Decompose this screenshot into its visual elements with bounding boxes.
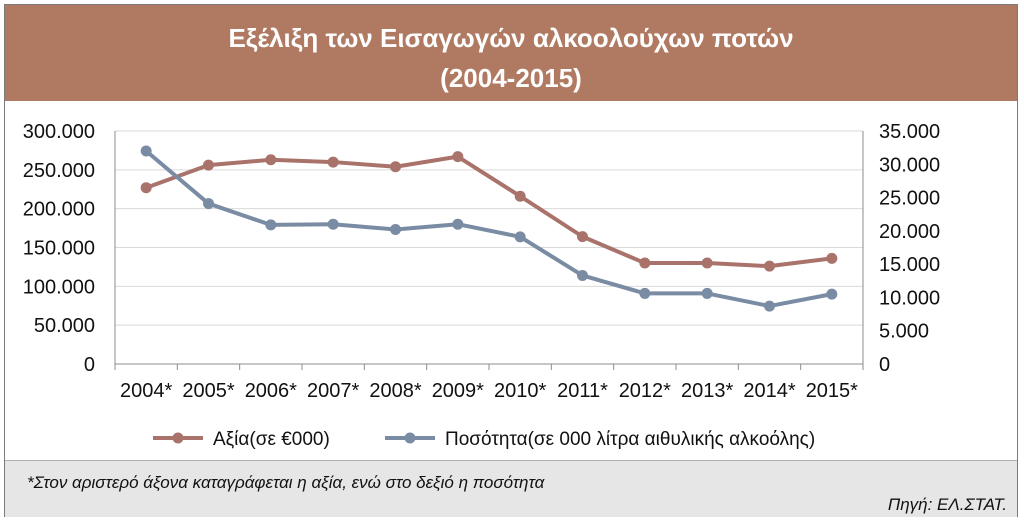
data-point-quantity xyxy=(265,219,277,231)
series-line-quantity xyxy=(144,149,833,309)
data-point-quantity xyxy=(140,145,152,157)
line-chart: 0 50.000 100.000 150.000 200.000 250.000 300.0… xyxy=(23,121,940,450)
data-point-value xyxy=(390,161,401,173)
right-axis-tick-label: 35.000 xyxy=(879,121,940,143)
data-point-quantity xyxy=(203,198,214,210)
legend-swatch-marker xyxy=(404,432,416,444)
x-axis-tick-label: 2004* xyxy=(120,380,172,402)
left-axis-tick-label: 250.000 xyxy=(23,160,95,182)
right-axis-tick-label: 20.000 xyxy=(879,221,940,243)
series-line-value xyxy=(145,154,833,269)
x-axis-tick-label: 2009* xyxy=(432,380,484,402)
footnote: *Στον αριστερό άξονα καταγράφεται η αξία… xyxy=(27,473,545,492)
chart-subtitle: (2004-2015) xyxy=(440,63,582,93)
x-axis-tick-label: 2007* xyxy=(307,380,359,402)
data-point-value xyxy=(140,182,152,194)
right-axis-tick-label: 15.000 xyxy=(879,254,940,276)
data-point-value xyxy=(514,190,526,202)
legend-swatch-marker xyxy=(172,432,184,444)
legend-label: Αξία(σε €000) xyxy=(213,429,330,450)
data-point-quantity xyxy=(764,300,775,312)
right-axis-tick-label: 5.000 xyxy=(879,321,929,343)
data-point-quantity xyxy=(327,218,339,230)
right-axis-tick-label: 30.000 xyxy=(879,154,940,176)
x-axis-tick-label: 2013* xyxy=(681,380,733,402)
data-point-value xyxy=(826,252,838,264)
legend-label: Ποσότητα(σε 000 λίτρα αιθυλικής αλκοόλης… xyxy=(445,429,815,450)
x-axis-tick-label: 2014* xyxy=(743,380,795,402)
data-point-quantity xyxy=(390,224,401,236)
data-point-quantity xyxy=(701,287,713,299)
x-axis-tick-label: 2006* xyxy=(245,380,297,402)
x-axis-tick-label: 2015* xyxy=(806,380,858,402)
data-point-value xyxy=(701,257,713,269)
source-label: Πηγή: ΕΛ.ΣΤΑΤ. xyxy=(887,495,1007,514)
data-point-value xyxy=(327,156,339,168)
x-axis-tick-label: 2010* xyxy=(494,380,546,402)
left-axis-tick-label: 50.000 xyxy=(34,315,95,337)
x-axis-tick-label: 2008* xyxy=(369,380,421,402)
left-axis-tick-label: 0 xyxy=(84,354,95,376)
left-axis-tick-label: 300.000 xyxy=(23,121,95,143)
x-axis-tick-label: 2012* xyxy=(619,380,671,402)
data-point-quantity xyxy=(514,231,526,243)
data-point-quantity xyxy=(452,218,464,230)
data-point-value xyxy=(265,154,277,166)
data-point-value xyxy=(639,257,651,269)
data-point-value xyxy=(203,159,214,171)
left-axis-tick-label: 150.000 xyxy=(23,238,95,260)
left-axis-tick-label: 100.000 xyxy=(23,276,95,298)
data-point-value xyxy=(452,151,464,163)
chart-frame: Εξέλιξη των Εισαγωγών αλκοολούχων ποτών … xyxy=(4,4,1018,517)
chart-footer: *Στον αριστερό άξονα καταγράφεται η αξία… xyxy=(5,460,1017,517)
data-point-quantity xyxy=(826,288,838,300)
chart-title: Εξέλιξη των Εισαγωγών αλκοολούχων ποτών xyxy=(228,23,794,53)
right-axis-tick-label: 0 xyxy=(879,354,890,376)
chart-header: Εξέλιξη των Εισαγωγών αλκοολούχων ποτών … xyxy=(5,5,1017,101)
right-axis-tick-label: 25.000 xyxy=(879,188,940,210)
x-axis-tick-label: 2011* xyxy=(557,380,608,402)
right-axis-tick-label: 10.000 xyxy=(879,287,940,309)
data-point-value xyxy=(577,231,588,243)
data-point-quantity xyxy=(639,287,651,299)
data-point-value xyxy=(764,260,775,272)
left-axis-tick-label: 200.000 xyxy=(23,199,95,221)
data-point-quantity xyxy=(577,269,588,281)
x-axis-tick-label: 2005* xyxy=(182,380,234,402)
